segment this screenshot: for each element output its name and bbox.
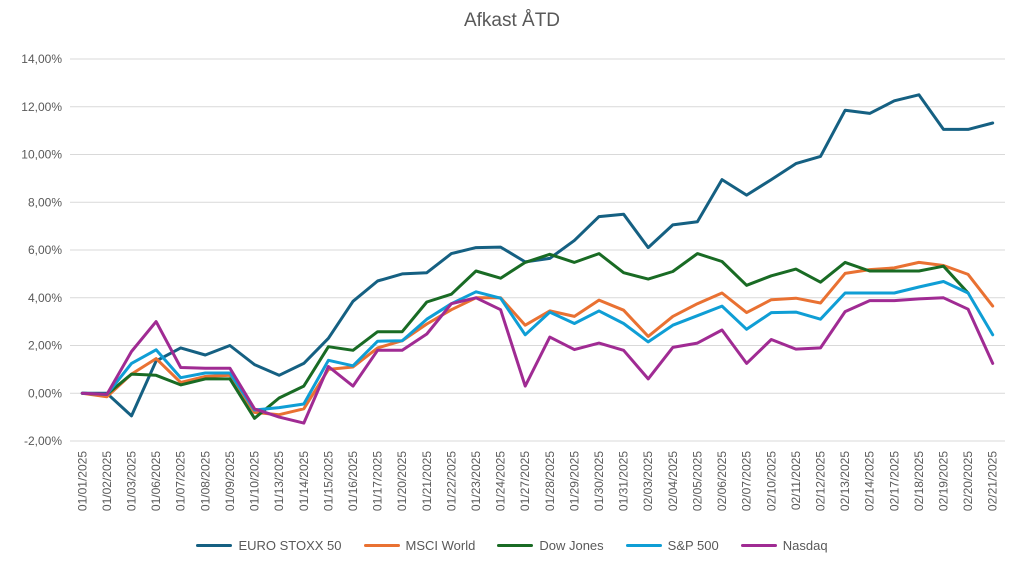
x-tick-label: 02/18/2025 [912, 451, 926, 511]
legend-item: Nasdaq [740, 538, 828, 553]
legend-label: S&P 500 [667, 538, 719, 553]
y-tick-label: 14,00% [21, 52, 62, 66]
legend-label: Dow Jones [539, 538, 604, 553]
series-line-dow-jones [80, 252, 970, 420]
x-tick-label: 01/06/2025 [149, 451, 163, 511]
series-line-s-p-500 [80, 280, 995, 412]
legend-swatch [625, 544, 662, 547]
x-tick-label: 01/09/2025 [223, 451, 237, 511]
y-tick-label: 4,00% [28, 291, 62, 305]
legend-label: MSCI World [405, 538, 476, 553]
x-tick-label: 01/14/2025 [297, 451, 311, 511]
y-tick-label: 10,00% [21, 148, 62, 162]
x-tick-label: 01/02/2025 [100, 451, 114, 511]
x-tick-label: 02/11/2025 [789, 451, 803, 510]
y-tick-label: 6,00% [28, 243, 62, 257]
x-tick-label: 02/05/2025 [690, 451, 704, 511]
legend-item: Dow Jones [497, 538, 604, 553]
x-tick-label: 02/07/2025 [740, 451, 754, 511]
legend-item: EURO STOXX 50 [196, 538, 342, 553]
series-line-nasdaq [80, 296, 995, 425]
legend-swatch [363, 544, 400, 547]
x-tick-label: 01/08/2025 [198, 451, 212, 511]
x-tick-label: 01/30/2025 [592, 451, 606, 511]
x-tick-label: 01/23/2025 [469, 451, 483, 511]
line-chart: -2,00% 0,00% 2,00% 4,00% 6,00% 8,00% 10,00% 12,… [21, 52, 1005, 511]
x-tick-label: 02/17/2025 [887, 451, 901, 511]
x-tick-label: 01/20/2025 [395, 451, 409, 511]
x-tick-label: 01/16/2025 [346, 451, 360, 511]
x-tick-label: 01/31/2025 [617, 451, 631, 511]
x-tick-label: 01/13/2025 [272, 451, 286, 511]
x-tick-label: 01/17/2025 [371, 451, 385, 511]
legend-swatch [196, 544, 233, 547]
x-tick-label: 01/07/2025 [174, 451, 188, 511]
x-tick-label: 01/29/2025 [567, 451, 581, 511]
y-tick-label: 0,00% [28, 386, 62, 400]
legend: EURO STOXX 50 MSCI World Dow Jones S&P 500 N… [0, 538, 1024, 553]
x-tick-label: 02/10/2025 [764, 451, 778, 511]
x-tick-label: 02/21/2025 [986, 451, 1000, 511]
y-axis-ticks: -2,00% 0,00% 2,00% 4,00% 6,00% 8,00% 10,00% 12,… [21, 52, 62, 448]
series-line-euro-stoxx-50 [80, 93, 995, 418]
y-tick-label: 8,00% [28, 195, 62, 209]
x-axis-ticks: 01/01/2025 01/02/2025 01/03/2025 01/06/2025… [75, 451, 999, 511]
legend-label: EURO STOXX 50 [238, 538, 342, 553]
x-tick-label: 02/19/2025 [936, 451, 950, 511]
y-tick-label: 12,00% [21, 100, 62, 114]
x-tick-label: 01/21/2025 [420, 451, 434, 511]
grid-lines [70, 58, 1005, 442]
x-tick-label: 01/15/2025 [321, 451, 335, 511]
legend-item: MSCI World [363, 538, 476, 553]
x-tick-label: 02/14/2025 [863, 451, 877, 511]
x-tick-label: 01/10/2025 [248, 451, 262, 511]
x-tick-label: 01/01/2025 [75, 451, 89, 511]
series-lines [80, 93, 995, 425]
legend-item: S&P 500 [625, 538, 719, 553]
x-tick-label: 02/13/2025 [838, 451, 852, 511]
y-tick-label: 2,00% [28, 339, 62, 353]
x-tick-label: 02/06/2025 [715, 451, 729, 511]
x-tick-label: 01/28/2025 [543, 451, 557, 511]
legend-swatch [740, 544, 777, 547]
legend-label: Nasdaq [782, 538, 828, 553]
series-line-msci-world [80, 260, 995, 417]
x-tick-label: 01/24/2025 [494, 451, 508, 511]
x-tick-label: 01/27/2025 [518, 451, 532, 511]
x-tick-label: 02/03/2025 [641, 451, 655, 511]
x-tick-label: 01/22/2025 [444, 451, 458, 511]
x-tick-label: 01/03/2025 [125, 451, 139, 511]
y-tick-label: -2,00% [24, 434, 62, 448]
chart-title: Afkast ÅTD [463, 10, 561, 31]
x-tick-label: 02/04/2025 [666, 451, 680, 511]
x-tick-label: 02/20/2025 [961, 451, 975, 511]
x-tick-label: 02/12/2025 [813, 451, 827, 511]
legend-swatch [497, 544, 534, 547]
